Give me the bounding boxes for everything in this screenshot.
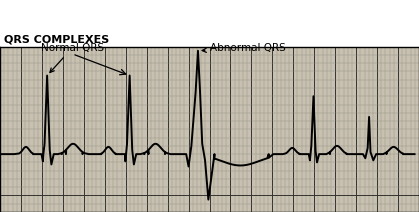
- Text: QRS COMPLEXES: QRS COMPLEXES: [4, 35, 109, 45]
- Text: Abnormal QRS: Abnormal QRS: [202, 43, 286, 53]
- Text: Normal QRS: Normal QRS: [41, 43, 104, 73]
